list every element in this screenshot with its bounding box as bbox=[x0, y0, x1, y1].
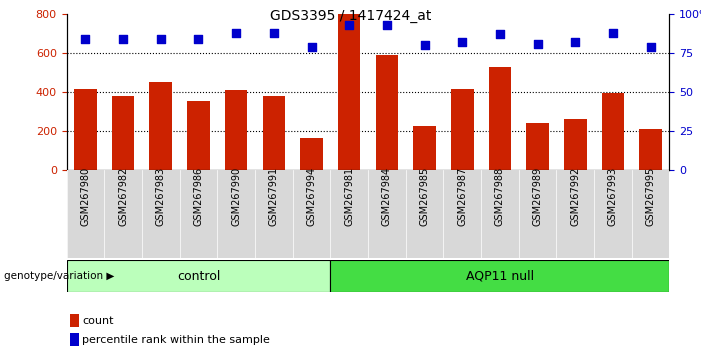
FancyBboxPatch shape bbox=[67, 260, 330, 292]
Point bbox=[381, 22, 393, 28]
Text: control: control bbox=[177, 270, 220, 282]
Point bbox=[570, 39, 581, 45]
Bar bbox=[149, 82, 172, 170]
Point bbox=[306, 44, 317, 50]
Text: genotype/variation ▶: genotype/variation ▶ bbox=[4, 271, 114, 281]
Point bbox=[456, 39, 468, 45]
Point bbox=[118, 36, 129, 42]
Bar bbox=[564, 119, 587, 170]
Point bbox=[343, 22, 355, 28]
Point bbox=[419, 42, 430, 48]
Point bbox=[80, 36, 91, 42]
Bar bbox=[187, 101, 210, 170]
Bar bbox=[451, 89, 473, 170]
Point bbox=[532, 41, 543, 47]
Bar bbox=[262, 96, 285, 170]
Text: GDS3395 / 1417424_at: GDS3395 / 1417424_at bbox=[270, 9, 431, 23]
Point bbox=[268, 30, 280, 36]
Point bbox=[193, 36, 204, 42]
Bar bbox=[74, 89, 97, 170]
Point bbox=[231, 30, 242, 36]
Bar bbox=[70, 314, 79, 327]
Bar bbox=[225, 90, 247, 170]
Text: percentile rank within the sample: percentile rank within the sample bbox=[83, 335, 271, 345]
Bar bbox=[413, 126, 436, 170]
Bar bbox=[526, 123, 549, 170]
Bar bbox=[376, 55, 398, 170]
Bar bbox=[338, 14, 360, 170]
Text: count: count bbox=[83, 316, 114, 326]
Point bbox=[645, 44, 656, 50]
Point bbox=[607, 30, 618, 36]
Point bbox=[494, 32, 505, 37]
Bar bbox=[601, 93, 624, 170]
Bar bbox=[639, 129, 662, 170]
Point bbox=[155, 36, 166, 42]
Bar bbox=[111, 96, 135, 170]
Bar bbox=[70, 333, 79, 346]
Bar bbox=[489, 67, 511, 170]
FancyBboxPatch shape bbox=[330, 260, 669, 292]
Bar bbox=[300, 138, 322, 170]
Text: AQP11 null: AQP11 null bbox=[466, 270, 534, 282]
